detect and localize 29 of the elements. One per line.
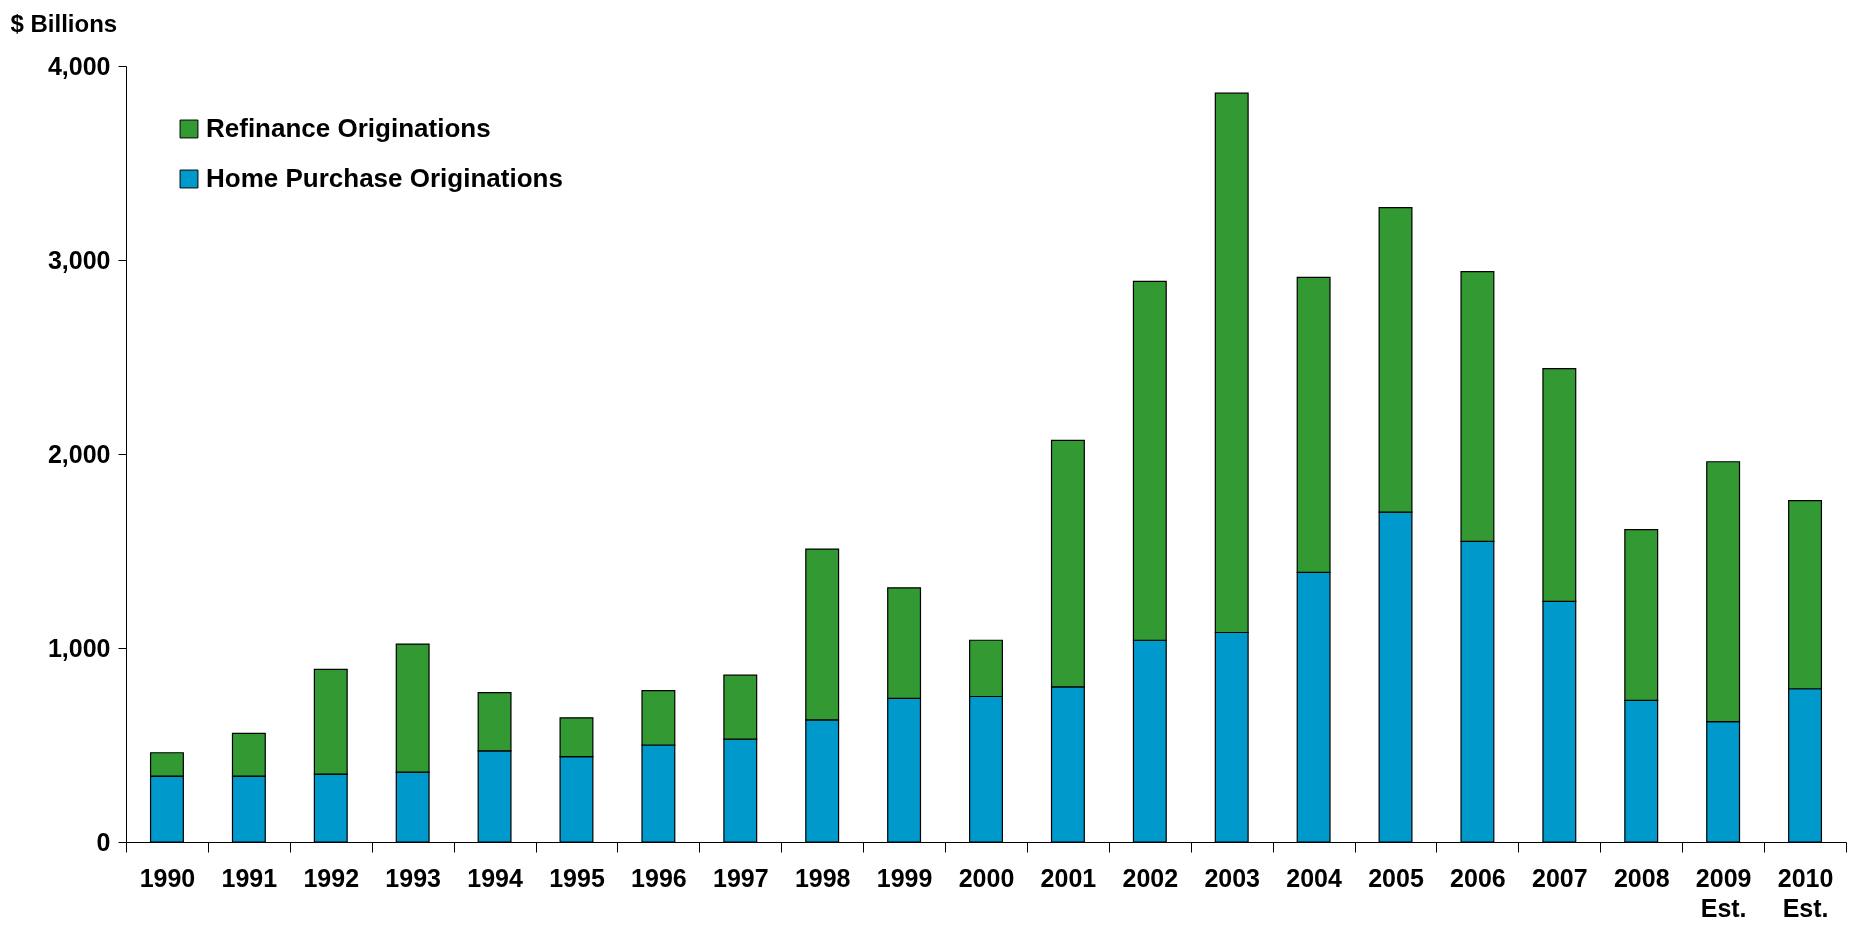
- x-tick-label: 2006: [1450, 863, 1506, 892]
- x-tick-label: 2010 Est.: [1777, 863, 1834, 922]
- legend-label: Home Purchase Originations: [206, 163, 563, 193]
- x-tick-label: 2001: [1040, 863, 1097, 892]
- x-tick-label: 1994: [467, 863, 523, 892]
- x-tick-label: 1997: [712, 863, 769, 892]
- x-tick-label: 1991: [221, 863, 278, 892]
- x-tick-label: 2002: [1122, 863, 1179, 892]
- x-tick-label: 1993: [385, 863, 441, 892]
- x-tick-label: 2004: [1286, 863, 1343, 892]
- y-tick-label: 2,000: [47, 439, 111, 468]
- y-tick-label: 4,000: [47, 51, 111, 80]
- x-tick-label: 1995: [549, 863, 605, 892]
- y-tick-label: 0: [96, 827, 111, 856]
- x-tick-label: 1998: [794, 863, 851, 892]
- x-tick-label: 1990: [139, 863, 196, 892]
- y-axis-title: $ Billions: [10, 9, 118, 37]
- x-tick-label: 2000: [958, 863, 1015, 892]
- x-tick-label: 1992: [303, 863, 360, 892]
- x-tick-label: 1999: [876, 863, 933, 892]
- x-tick-label: 2009 Est.: [1695, 863, 1752, 922]
- x-tick-label: 2005: [1368, 863, 1424, 892]
- x-tick-label: 2008: [1613, 863, 1670, 892]
- x-tick-label: 1996: [631, 863, 687, 892]
- x-tick-label: 2007: [1532, 863, 1588, 892]
- y-tick-label: 1,000: [47, 633, 111, 662]
- legend-label: Refinance Originations: [206, 113, 491, 143]
- x-tick-label: 2003: [1204, 863, 1261, 892]
- y-tick-label: 3,000: [47, 245, 111, 274]
